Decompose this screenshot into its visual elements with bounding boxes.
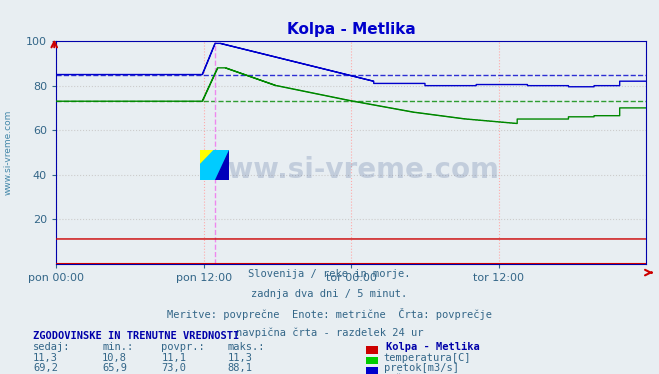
Title: Kolpa - Metlika: Kolpa - Metlika [287, 22, 415, 37]
Text: povpr.:: povpr.: [161, 342, 205, 352]
Text: 73,0: 73,0 [161, 363, 186, 373]
Text: pretok[m3/s]: pretok[m3/s] [384, 363, 459, 373]
Text: Slovenija / reke in morje.: Slovenija / reke in morje. [248, 269, 411, 279]
Text: 69,2: 69,2 [33, 363, 58, 373]
Text: 88,1: 88,1 [227, 363, 252, 373]
Text: navpična črta - razdelek 24 ur: navpična črta - razdelek 24 ur [236, 328, 423, 338]
Text: 10,8: 10,8 [102, 353, 127, 363]
Text: zadnja dva dni / 5 minut.: zadnja dva dni / 5 minut. [251, 289, 408, 299]
Text: ZGODOVINSKE IN TRENUTNE VREDNOSTI: ZGODOVINSKE IN TRENUTNE VREDNOSTI [33, 331, 239, 341]
Text: 11,3: 11,3 [33, 353, 58, 363]
Polygon shape [200, 150, 229, 180]
Text: Kolpa - Metlika: Kolpa - Metlika [386, 342, 479, 352]
Text: temperatura[C]: temperatura[C] [384, 353, 471, 363]
Text: Meritve: povprečne  Enote: metrične  Črta: povprečje: Meritve: povprečne Enote: metrične Črta:… [167, 308, 492, 320]
Text: 11,1: 11,1 [161, 353, 186, 363]
Polygon shape [200, 150, 215, 165]
Text: 65,9: 65,9 [102, 363, 127, 373]
Text: 11,3: 11,3 [227, 353, 252, 363]
Text: min.:: min.: [102, 342, 133, 352]
Text: www.si-vreme.com: www.si-vreme.com [3, 110, 13, 195]
Text: maks.:: maks.: [227, 342, 265, 352]
Polygon shape [215, 150, 229, 180]
Text: www.si-vreme.com: www.si-vreme.com [202, 156, 500, 184]
Text: sedaj:: sedaj: [33, 342, 71, 352]
